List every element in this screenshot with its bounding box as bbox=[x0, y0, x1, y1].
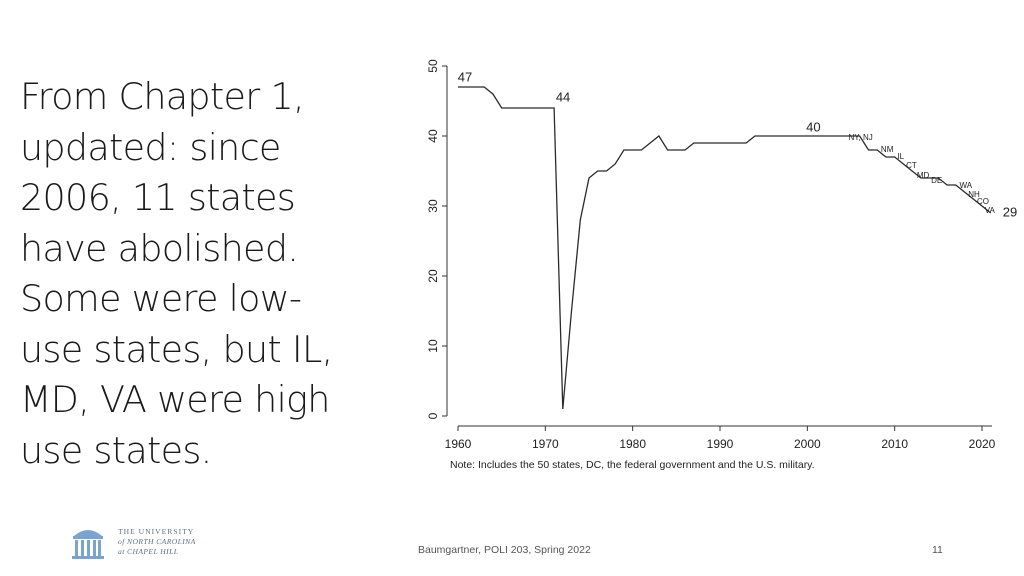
x-tick-label: 1980 bbox=[619, 437, 646, 451]
state-annotation: DE bbox=[931, 176, 942, 185]
old-well-icon bbox=[72, 530, 104, 559]
university-logo: THE UNIVERSITY of NORTH CAROLINA at CHAP… bbox=[66, 522, 226, 568]
state-annotation: CT bbox=[906, 161, 917, 170]
y-tick-label: 0 bbox=[426, 412, 440, 419]
y-tick-label: 50 bbox=[426, 59, 440, 73]
x-tick-label: 2010 bbox=[881, 437, 908, 451]
y-tick-label: 20 bbox=[426, 269, 440, 283]
chart-axes: 0 10 20 30 40 50 1960 1970 1980 1990 2000 2010 2020 bbox=[426, 59, 995, 451]
x-tick-label: 1990 bbox=[707, 437, 734, 451]
chart-note: Note: Includes the 50 states, DC, the fe… bbox=[450, 459, 815, 471]
slide-text-line: Some were low- bbox=[20, 277, 302, 320]
state-annotation: WA bbox=[960, 181, 973, 190]
state-annotation: IL bbox=[897, 152, 904, 161]
logo-line: THE UNIVERSITY bbox=[118, 527, 195, 536]
y-tick-label: 10 bbox=[426, 339, 440, 353]
slide-text-line: use states. bbox=[20, 428, 212, 472]
x-tick-label: 1970 bbox=[532, 437, 559, 451]
x-tick-label: 1960 bbox=[445, 437, 472, 451]
x-tick-label: 2000 bbox=[794, 437, 821, 451]
chart-lines bbox=[458, 86, 992, 410]
state-annotation: NM bbox=[881, 145, 894, 154]
university-name: THE UNIVERSITY of NORTH CAROLINA at CHAP… bbox=[118, 527, 196, 557]
y-tick-label: 40 bbox=[426, 129, 440, 143]
data-label: 47 bbox=[458, 69, 472, 84]
slide-text-line: From Chapter 1, bbox=[20, 75, 305, 118]
state-annotation: CO bbox=[977, 197, 989, 206]
state-annotation: MD bbox=[917, 171, 930, 180]
slide-text-line: have abolished. bbox=[20, 226, 299, 270]
x-tick-label: 2020 bbox=[969, 437, 996, 451]
state-annotation: NH bbox=[968, 190, 980, 199]
slide-text-line: use states, but IL, bbox=[20, 327, 333, 371]
slide-text-line: MD, VA were high bbox=[20, 378, 330, 421]
logo-line: at CHAPEL HILL bbox=[118, 547, 179, 556]
logo-line: of NORTH CAROLINA bbox=[118, 537, 196, 546]
state-annotation: VA bbox=[985, 206, 996, 215]
slide-text-line: 2006, 11 states bbox=[20, 176, 296, 219]
slide-body-text: From Chapter 1, updated: since 2006, 11 … bbox=[20, 72, 380, 476]
slide-text-line: updated: since bbox=[20, 125, 281, 169]
y-tick-label: 30 bbox=[426, 199, 440, 213]
footer-citation: Baumgartner, POLI 203, Spring 2022 bbox=[418, 544, 591, 556]
data-label: 40 bbox=[806, 119, 820, 134]
data-label: 44 bbox=[556, 89, 570, 104]
page-number: 11 bbox=[932, 544, 943, 556]
data-label: 29 bbox=[1003, 204, 1017, 219]
series-line bbox=[458, 86, 992, 410]
state-annotation: NY, NJ bbox=[848, 133, 872, 142]
